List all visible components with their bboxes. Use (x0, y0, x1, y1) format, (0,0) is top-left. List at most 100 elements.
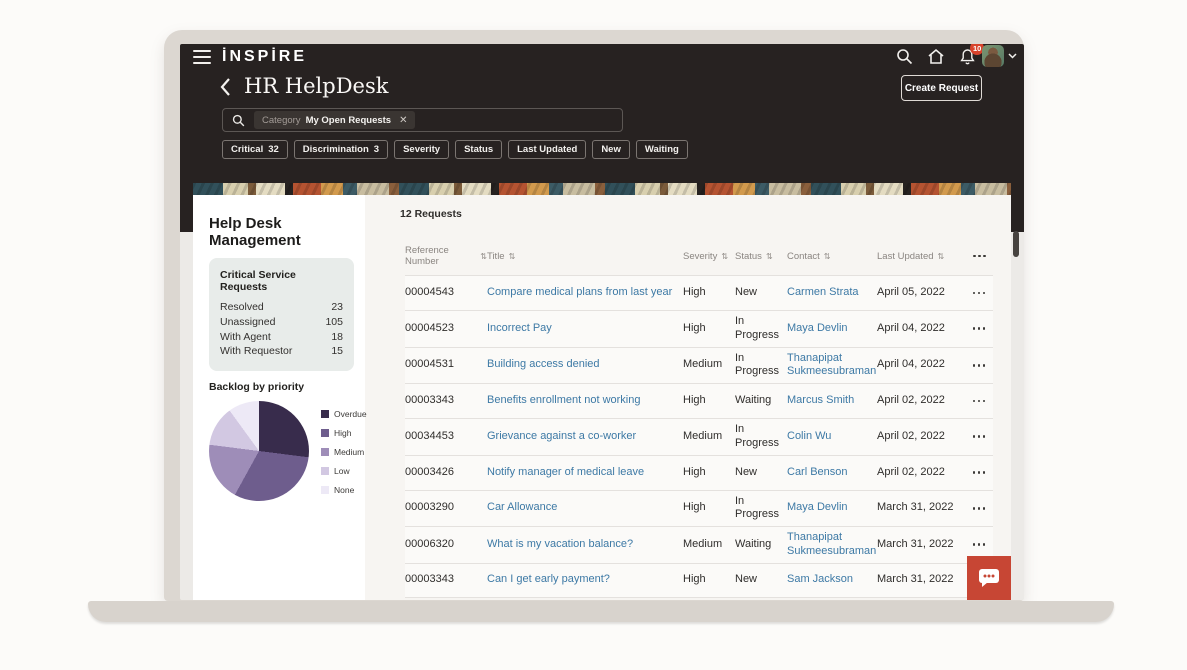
search-input[interactable]: Category My Open Requests ✕ (222, 108, 623, 132)
overflow-menu-icon[interactable] (973, 506, 985, 510)
legend-item-medium: Medium (321, 447, 367, 457)
table-row[interactable]: 00003343 Benefits enrollment not working H… (405, 383, 993, 418)
table-row[interactable]: 00003343 Can I get early payment? High New S… (405, 562, 993, 598)
sort-icon[interactable]: ⇅ (721, 251, 729, 261)
cell-row-actions (973, 399, 993, 403)
overflow-menu-icon[interactable] (973, 471, 985, 474)
table-row[interactable]: 00004543 Compare medical plans from last … (405, 275, 993, 310)
cell-contact-link[interactable]: Thanapipat Sukmeesubraman (787, 351, 877, 378)
cell-contact-link[interactable]: Thanapipat Sukmeesubraman (787, 531, 877, 557)
overflow-menu-icon[interactable] (973, 435, 985, 439)
legend-swatch (321, 429, 329, 437)
stat-row: With Agent 18 (220, 330, 343, 343)
column-header-reference-number[interactable]: Reference Number ⇅ (405, 245, 487, 267)
table-header-row: Reference Number ⇅ Title ⇅ Severity ⇅ Status ⇅ C… (405, 241, 993, 275)
stat-row: With Requestor 15 (220, 345, 343, 358)
sort-icon[interactable]: ⇅ (823, 251, 831, 261)
cell-status: New (735, 286, 758, 299)
avatar[interactable] (982, 45, 1004, 67)
cell-title-link[interactable]: Notify manager of medical leave (487, 465, 645, 478)
menu-icon[interactable] (193, 50, 211, 64)
cell-severity: High (683, 573, 706, 586)
chat-button[interactable] (967, 556, 1011, 600)
filter-chip-waiting[interactable]: Waiting (635, 140, 688, 159)
sort-icon[interactable]: ⇅ (480, 251, 487, 261)
cell-title-link[interactable]: Grievance against a co-worker (487, 429, 637, 442)
filter-chip-severity[interactable]: Severity (394, 140, 450, 159)
cell-contact-link[interactable]: Carmen Strata (787, 286, 859, 299)
overflow-menu-icon[interactable] (973, 291, 985, 295)
overflow-menu-icon[interactable] (973, 543, 985, 547)
back-button[interactable] (220, 78, 231, 101)
cell-contact-link[interactable]: Colin Wu (787, 429, 832, 442)
cell-last-updated: March 31, 2022 (877, 501, 954, 514)
brand-logo: İNSPİRE (222, 48, 308, 65)
sort-icon[interactable]: ⇅ (765, 251, 773, 261)
legend-item-none: None (321, 485, 367, 495)
sort-icon[interactable]: ⇅ (508, 251, 516, 261)
column-header-status[interactable]: Status ⇅ (735, 250, 773, 262)
cell-title-link[interactable]: Compare medical plans from last year (487, 286, 673, 299)
cell-title-link[interactable]: Benefits enrollment not working (487, 394, 641, 407)
column-header-title[interactable]: Title ⇅ (487, 250, 516, 262)
cell-severity: Medium (683, 429, 723, 442)
table-row[interactable]: 00004523 Incorrect Pay High In Progress Maya… (405, 310, 993, 347)
legend-swatch (321, 467, 329, 475)
laptop-screen: İNSPİRE 10 (180, 44, 1024, 600)
filter-chip-new[interactable]: New (592, 140, 630, 159)
cell-reference-number: 00003426 (405, 465, 454, 478)
cell-status: In Progress (735, 351, 780, 378)
filter-chip-status[interactable]: Status (455, 140, 503, 159)
cell-row-actions (973, 363, 993, 367)
chevron-down-icon[interactable] (1008, 53, 1017, 59)
cell-title-link[interactable]: Car Allowance (487, 501, 558, 514)
column-header-last-updated[interactable]: Last Updated ⇅ (877, 250, 945, 262)
cell-last-updated: April 04, 2022 (877, 358, 945, 371)
cell-title-link[interactable]: Building access denied (487, 358, 600, 371)
cell-contact-link[interactable]: Sam Jackson (787, 573, 854, 586)
critical-requests-card: Critical Service Requests Resolved 23 Unas… (209, 258, 354, 372)
cell-row-actions (973, 291, 993, 295)
table-row[interactable]: 00006320 What is my vacation balance? Medi… (405, 526, 993, 563)
column-header-contact[interactable]: Contact ⇅ (787, 250, 831, 262)
overflow-menu-icon[interactable] (973, 399, 985, 403)
table-row[interactable]: 00034453 Grievance against a co-worker Med… (405, 418, 993, 455)
filter-chip-last-updated[interactable]: Last Updated (508, 140, 587, 159)
chip-value: My Open Requests (305, 114, 392, 126)
cell-last-updated: April 02, 2022 (877, 394, 945, 407)
close-icon[interactable]: ✕ (399, 114, 408, 126)
filter-chip-critical[interactable]: Critical 32 (222, 140, 288, 159)
category-filter-chip[interactable]: Category My Open Requests ✕ (254, 111, 416, 129)
filter-chip-discrimination[interactable]: Discrimination 3 (293, 140, 389, 159)
cell-status: Waiting (735, 394, 772, 407)
cell-row-actions (973, 435, 993, 439)
legend-item-high: High (321, 428, 367, 438)
cell-last-updated: March 31, 2022 (877, 573, 954, 586)
cell-contact-link[interactable]: Marcus Smith (787, 394, 855, 407)
overflow-menu-icon[interactable] (973, 254, 993, 258)
chip-label: Category (262, 114, 301, 126)
overflow-menu-icon[interactable] (973, 327, 985, 331)
sort-icon[interactable]: ⇅ (937, 251, 945, 261)
home-icon[interactable] (927, 48, 945, 65)
backlog-pie-chart (209, 401, 309, 501)
cell-title-link[interactable]: Can I get early payment? (487, 573, 610, 586)
column-header-severity[interactable]: Severity ⇅ (683, 250, 729, 262)
table-row[interactable]: 00003290 Car Allowance High In Progress Maya… (405, 489, 993, 526)
cell-title-link[interactable]: Incorrect Pay (487, 321, 552, 334)
filter-chip-count: 3 (373, 144, 380, 155)
cell-contact-link[interactable]: Maya Devlin (787, 501, 848, 514)
cell-last-updated: April 04, 2022 (877, 321, 945, 334)
table-row[interactable]: 00003426 Notify manager of medical leave H… (405, 454, 993, 490)
search-icon[interactable] (896, 48, 913, 65)
cell-row-actions (973, 506, 993, 510)
table-row[interactable]: 00004531 Building access denied Medium In P… (405, 346, 993, 383)
cell-contact-link[interactable]: Carl Benson (787, 465, 848, 478)
laptop-base (88, 601, 1114, 622)
scrollbar-thumb[interactable] (1013, 231, 1019, 257)
overflow-menu-icon[interactable] (973, 363, 985, 367)
cell-title-link[interactable]: What is my vacation balance? (487, 537, 634, 550)
create-request-button[interactable]: Create Request (901, 75, 982, 101)
cell-contact-link[interactable]: Maya Devlin (787, 321, 848, 334)
